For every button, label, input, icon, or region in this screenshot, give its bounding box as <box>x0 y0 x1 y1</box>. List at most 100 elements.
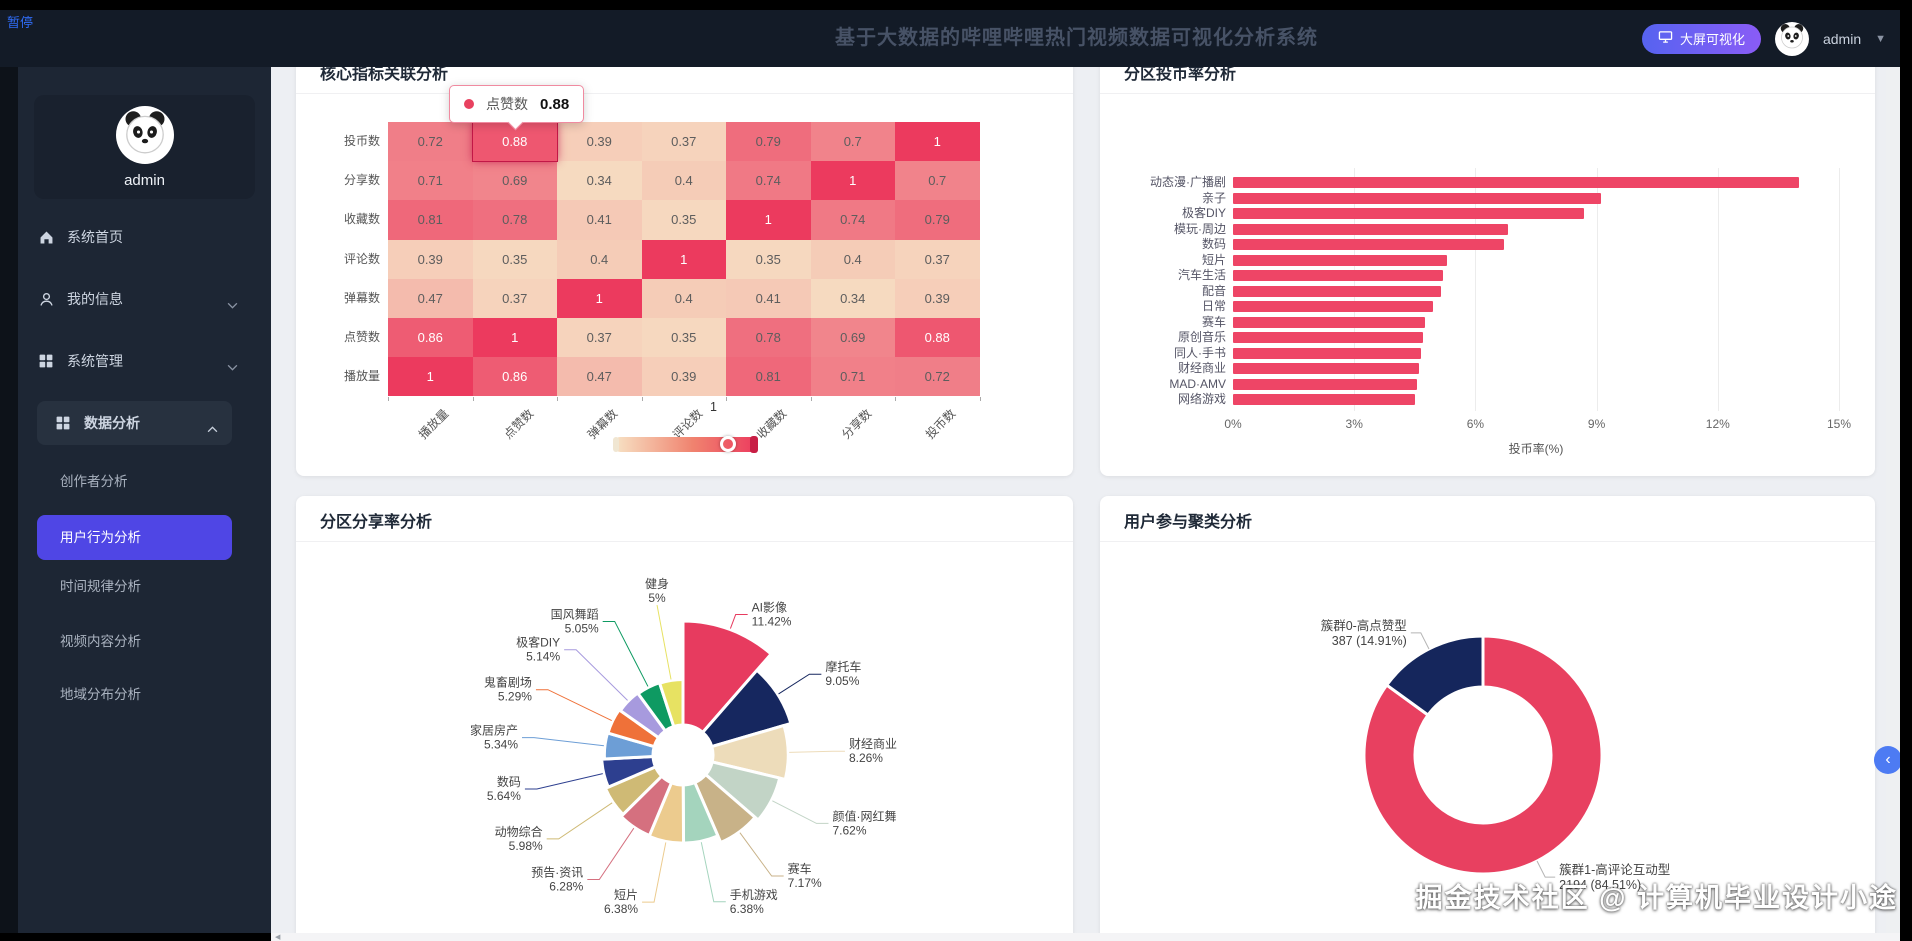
heatmap-cell[interactable]: 0.79 <box>726 122 811 162</box>
heatmap-cell[interactable]: 0.39 <box>895 278 980 318</box>
pie-slice[interactable] <box>658 677 685 728</box>
bar[interactable] <box>1233 223 1508 235</box>
heatmap-cell[interactable]: 1 <box>557 278 642 318</box>
donut-slice[interactable] <box>1384 634 1485 718</box>
pie-slice[interactable] <box>619 774 673 837</box>
heatmap-cell[interactable]: 1 <box>641 239 726 279</box>
heatmap-cell[interactable]: 0.37 <box>472 278 557 318</box>
heatmap-cell[interactable]: 0.72 <box>895 357 980 397</box>
sidebar-subitem-3[interactable]: 视频内容分析 <box>60 634 141 649</box>
heatmap-cell[interactable]: 0.79 <box>895 200 980 240</box>
heatmap-cell[interactable]: 0.47 <box>557 357 642 397</box>
scroll-left-arrow-icon[interactable]: ◀ <box>275 934 281 941</box>
heatmap-cell[interactable]: 0.37 <box>641 122 726 162</box>
sidebar-item-3[interactable]: 数据分析 <box>37 401 232 445</box>
pie-slice[interactable] <box>603 765 664 816</box>
big-screen-button[interactable]: 大屏可视化 <box>1641 23 1761 54</box>
heatmap-cell[interactable]: 1 <box>810 161 895 201</box>
sidebar-subitem-2[interactable]: 时间规律分析 <box>60 579 141 594</box>
collapse-floating-button[interactable]: ‹ <box>1874 746 1902 774</box>
avatar[interactable] <box>1774 21 1809 56</box>
pie-slice[interactable] <box>701 668 793 749</box>
bar[interactable] <box>1233 347 1421 359</box>
heatmap-cell[interactable]: 0.39 <box>641 357 726 397</box>
heatmap-cell[interactable]: 0.69 <box>472 161 557 201</box>
visualmap-max-handle[interactable] <box>750 436 758 453</box>
heatmap-cell[interactable]: 0.4 <box>641 161 726 201</box>
horizontal-scrollbar[interactable]: ◀ <box>271 933 1900 941</box>
heatmap-cell[interactable]: 0.71 <box>388 161 473 201</box>
donut-slice-label: 簇群1-高评论互动型 <box>1559 862 1670 877</box>
heatmap-cell[interactable]: 0.74 <box>726 161 811 201</box>
sidebar-subitem-1[interactable]: 用户行为分析 <box>37 515 232 560</box>
heatmap-cell[interactable]: 0.35 <box>726 239 811 279</box>
sidebar-subitem-0[interactable]: 创作者分析 <box>60 474 128 489</box>
bar[interactable] <box>1233 332 1423 343</box>
heatmap-cell[interactable]: 0.4 <box>810 239 895 279</box>
heatmap-cell[interactable]: 0.41 <box>726 278 811 318</box>
bar[interactable] <box>1233 208 1585 219</box>
heatmap-cell[interactable]: 0.35 <box>641 200 726 240</box>
donut-slice[interactable] <box>1362 634 1604 876</box>
heatmap-cell[interactable]: 0.39 <box>557 122 642 162</box>
heatmap-cell[interactable]: 0.78 <box>472 200 557 240</box>
visualmap-min-handle[interactable] <box>613 437 619 452</box>
bar[interactable] <box>1233 177 1799 188</box>
heatmap-cell[interactable]: 0.81 <box>726 357 811 397</box>
visualmap-slider-handle[interactable] <box>720 436 736 452</box>
heatmap-cell[interactable]: 0.39 <box>388 239 473 279</box>
heatmap-cell[interactable]: 0.86 <box>472 357 557 397</box>
heatmap-cell[interactable]: 0.86 <box>388 318 473 358</box>
sidebar-item-0[interactable]: 系统首页 <box>20 215 252 259</box>
heatmap-cell[interactable]: 0.34 <box>810 278 895 318</box>
heatmap-cell[interactable]: 0.7 <box>895 161 980 201</box>
bar[interactable] <box>1233 394 1415 405</box>
sidebar-item-1[interactable]: 我的信息 <box>20 277 252 321</box>
bar[interactable] <box>1233 192 1601 204</box>
heatmap-cell[interactable]: 0.35 <box>472 239 557 279</box>
pie-slice[interactable] <box>681 619 773 734</box>
heatmap-cell[interactable]: 0.78 <box>726 318 811 358</box>
heatmap-cell[interactable]: 1 <box>388 357 473 397</box>
heatmap-cell[interactable]: 0.88 <box>895 318 980 358</box>
heatmap-cell[interactable]: 0.35 <box>641 318 726 358</box>
vertical-scrollbar[interactable] <box>1886 67 1900 933</box>
heatmap-cell[interactable]: 0.71 <box>810 357 895 397</box>
heatmap-cell[interactable]: 0.7 <box>810 122 895 162</box>
bar[interactable] <box>1233 239 1504 250</box>
card-title: 核心指标关联分析 <box>320 66 449 83</box>
header: 基于大数据的哔哩哔哩热门视频数据可视化分析系统 大屏可视化 admin ▼ <box>0 10 1912 67</box>
heatmap-cell[interactable]: 0.37 <box>557 318 642 358</box>
pie-slice[interactable] <box>693 773 757 845</box>
bar[interactable] <box>1233 285 1442 297</box>
heatmap-cell[interactable]: 0.37 <box>895 239 980 279</box>
bar[interactable] <box>1233 378 1417 390</box>
pie-slice-value: 5.05% <box>565 621 599 635</box>
heatmap-cell[interactable]: 0.47 <box>388 278 473 318</box>
sidebar-item-2[interactable]: 系统管理 <box>20 339 252 383</box>
divider <box>296 541 1073 542</box>
bar[interactable] <box>1233 270 1444 281</box>
heatmap-cell[interactable]: 0.72 <box>388 122 473 162</box>
heatmap-cell[interactable]: 1 <box>726 200 811 240</box>
heatmap-cell[interactable]: 0.81 <box>388 200 473 240</box>
heatmap-cell[interactable]: 1 <box>895 122 980 162</box>
pie-slice[interactable] <box>600 755 657 789</box>
heatmap-cell[interactable]: 0.34 <box>557 161 642 201</box>
heatmap-cell[interactable]: 0.69 <box>810 318 895 358</box>
bar[interactable] <box>1233 301 1433 312</box>
heatmap-cell[interactable]: 0.41 <box>557 200 642 240</box>
chevron-down-icon[interactable]: ▼ <box>1875 32 1886 45</box>
sidebar-subitem-4[interactable]: 地域分布分析 <box>60 687 141 702</box>
bar[interactable] <box>1233 316 1425 328</box>
heatmap-cell[interactable]: 0.4 <box>641 278 726 318</box>
header-username[interactable]: admin <box>1822 30 1862 47</box>
visualmap-gradient-bar[interactable] <box>613 437 758 452</box>
heatmap-cell[interactable]: 0.4 <box>557 239 642 279</box>
heatmap-cell[interactable]: 0.74 <box>810 200 895 240</box>
heatmap-cell[interactable]: 1 <box>472 318 557 358</box>
pie-slice[interactable] <box>704 760 782 822</box>
bar[interactable] <box>1233 363 1419 374</box>
bar[interactable] <box>1233 254 1448 266</box>
pie-slice-label: 鬼畜剧场 <box>484 675 532 690</box>
